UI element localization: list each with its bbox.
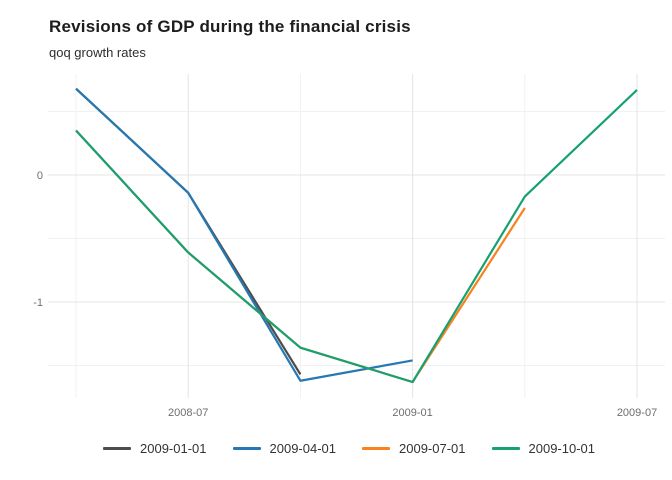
x-tick-label: 2009-07 [617,407,657,419]
series-line-2009-10-01 [75,89,638,384]
legend-item-2009-10-01: 2009-10-01 [491,441,596,456]
legend-label: 2009-07-01 [399,441,466,456]
y-tick-label: 0 [37,170,43,182]
y-tick-label: -1 [33,297,43,309]
legend-label: 2009-04-01 [269,441,337,456]
line-chart-panel: 2008-07 2009-01 2009-07 0 -1 [33,74,665,419]
legend-label: 2009-01-01 [140,441,207,456]
legend-item-2009-04-01: 2009-04-01 [232,441,337,456]
x-tick-label: 2008-07 [168,407,208,419]
legend-item-2009-07-01: 2009-07-01 [362,441,466,456]
legend-key-line [232,447,261,450]
chart-legend: 2009-01-01 2009-04-01 2009-07-01 2009-10… [0,441,672,456]
chart-subtitle: qoq growth rates [49,45,146,60]
legend-key-line [103,447,131,450]
legend-key-line [491,447,520,450]
x-tick-label: 2009-01 [392,407,432,419]
legend-item-2009-01-01: 2009-01-01 [103,441,207,456]
series-line-2009-04-01 [75,87,413,382]
chart-title: Revisions of GDP during the financial cr… [49,17,411,36]
legend-label: 2009-10-01 [528,441,596,456]
legend-key-line [362,447,390,450]
